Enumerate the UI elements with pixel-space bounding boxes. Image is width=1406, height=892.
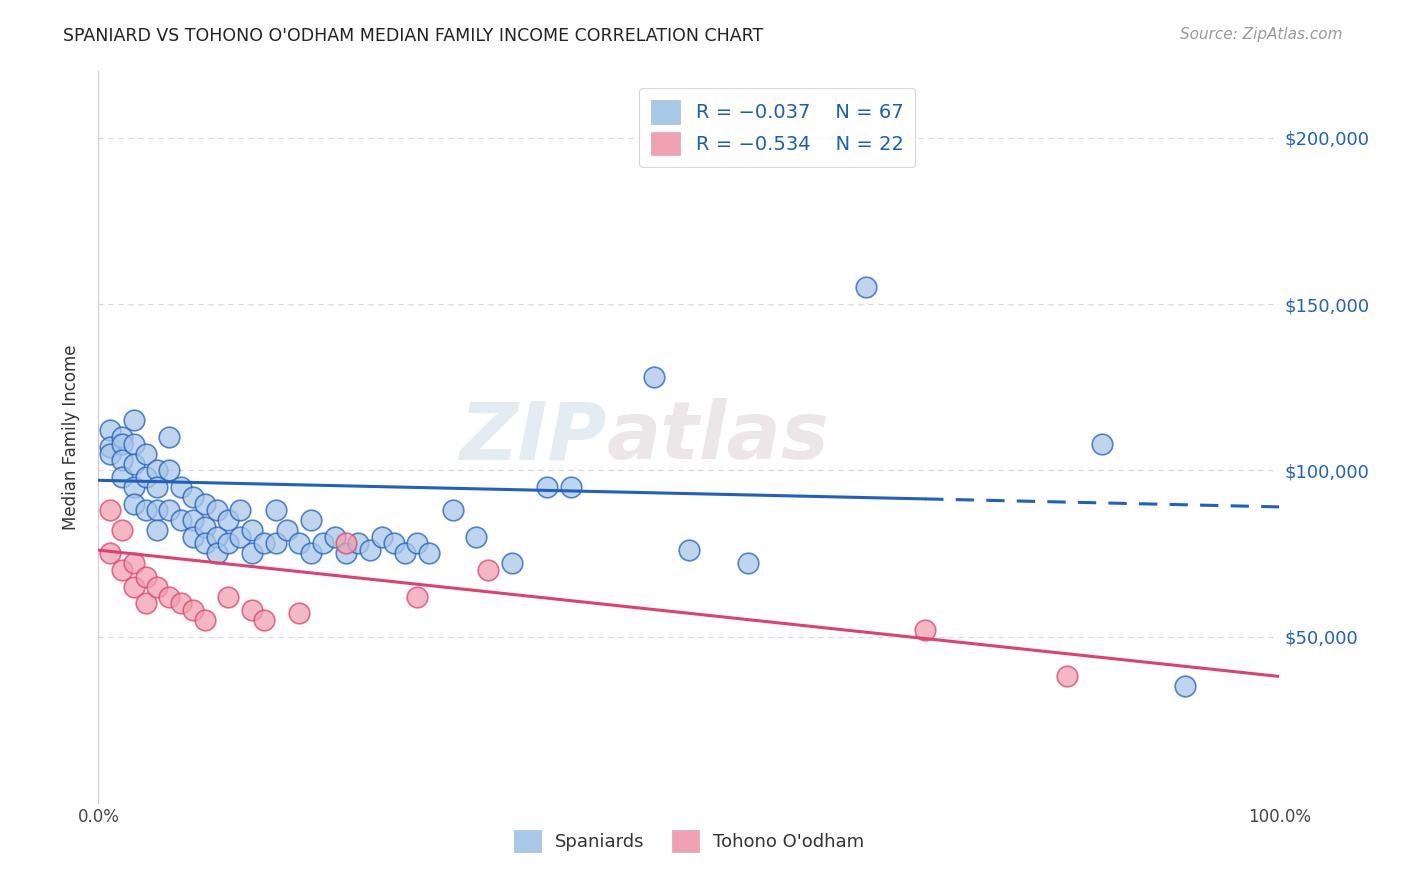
- Point: [264, 536, 287, 550]
- Point: [98, 546, 121, 560]
- Point: [394, 546, 416, 560]
- Point: [135, 503, 157, 517]
- Point: [205, 546, 228, 560]
- Point: [122, 480, 145, 494]
- Point: [205, 530, 228, 544]
- Point: [170, 513, 193, 527]
- Point: [406, 590, 429, 604]
- Point: [465, 530, 488, 544]
- Legend: Spaniards, Tohono O'odham: Spaniards, Tohono O'odham: [506, 823, 872, 860]
- Point: [194, 497, 217, 511]
- Point: [323, 530, 346, 544]
- Point: [240, 603, 263, 617]
- Text: Source: ZipAtlas.com: Source: ZipAtlas.com: [1180, 27, 1343, 42]
- Point: [276, 523, 298, 537]
- Point: [181, 513, 204, 527]
- Point: [335, 546, 357, 560]
- Point: [98, 440, 121, 454]
- Point: [122, 497, 145, 511]
- Point: [536, 480, 558, 494]
- Point: [240, 523, 263, 537]
- Point: [855, 280, 877, 294]
- Point: [560, 480, 582, 494]
- Point: [181, 490, 204, 504]
- Point: [135, 570, 157, 584]
- Point: [146, 523, 169, 537]
- Point: [98, 424, 121, 438]
- Point: [359, 543, 381, 558]
- Point: [146, 463, 169, 477]
- Point: [194, 520, 217, 534]
- Text: SPANIARD VS TOHONO O'ODHAM MEDIAN FAMILY INCOME CORRELATION CHART: SPANIARD VS TOHONO O'ODHAM MEDIAN FAMILY…: [63, 27, 763, 45]
- Point: [146, 503, 169, 517]
- Point: [157, 430, 180, 444]
- Point: [122, 557, 145, 571]
- Point: [111, 430, 134, 444]
- Point: [111, 523, 134, 537]
- Point: [299, 546, 322, 560]
- Point: [98, 447, 121, 461]
- Point: [253, 613, 276, 627]
- Point: [111, 470, 134, 484]
- Point: [240, 546, 263, 560]
- Point: [347, 536, 370, 550]
- Point: [288, 536, 311, 550]
- Point: [170, 596, 193, 610]
- Point: [135, 470, 157, 484]
- Point: [477, 563, 499, 577]
- Point: [288, 607, 311, 621]
- Point: [194, 536, 217, 550]
- Point: [122, 580, 145, 594]
- Point: [335, 536, 357, 550]
- Point: [406, 536, 429, 550]
- Point: [205, 503, 228, 517]
- Point: [98, 503, 121, 517]
- Point: [1056, 669, 1078, 683]
- Point: [737, 557, 759, 571]
- Point: [1174, 680, 1197, 694]
- Point: [217, 536, 239, 550]
- Point: [418, 546, 440, 560]
- Point: [299, 513, 322, 527]
- Point: [264, 503, 287, 517]
- Point: [643, 370, 665, 384]
- Point: [122, 413, 145, 427]
- Point: [181, 603, 204, 617]
- Point: [253, 536, 276, 550]
- Point: [111, 436, 134, 450]
- Point: [157, 590, 180, 604]
- Point: [181, 530, 204, 544]
- Point: [122, 436, 145, 450]
- Point: [135, 447, 157, 461]
- Point: [194, 613, 217, 627]
- Point: [157, 463, 180, 477]
- Point: [501, 557, 523, 571]
- Text: atlas: atlas: [606, 398, 830, 476]
- Point: [914, 623, 936, 637]
- Point: [678, 543, 700, 558]
- Point: [312, 536, 335, 550]
- Point: [122, 457, 145, 471]
- Point: [111, 453, 134, 467]
- Point: [217, 590, 239, 604]
- Point: [229, 530, 252, 544]
- Point: [217, 513, 239, 527]
- Point: [1091, 436, 1114, 450]
- Point: [441, 503, 464, 517]
- Point: [170, 480, 193, 494]
- Y-axis label: Median Family Income: Median Family Income: [62, 344, 80, 530]
- Point: [382, 536, 405, 550]
- Text: ZIP: ZIP: [458, 398, 606, 476]
- Point: [111, 563, 134, 577]
- Point: [229, 503, 252, 517]
- Point: [371, 530, 394, 544]
- Point: [135, 596, 157, 610]
- Point: [146, 580, 169, 594]
- Point: [146, 480, 169, 494]
- Point: [157, 503, 180, 517]
